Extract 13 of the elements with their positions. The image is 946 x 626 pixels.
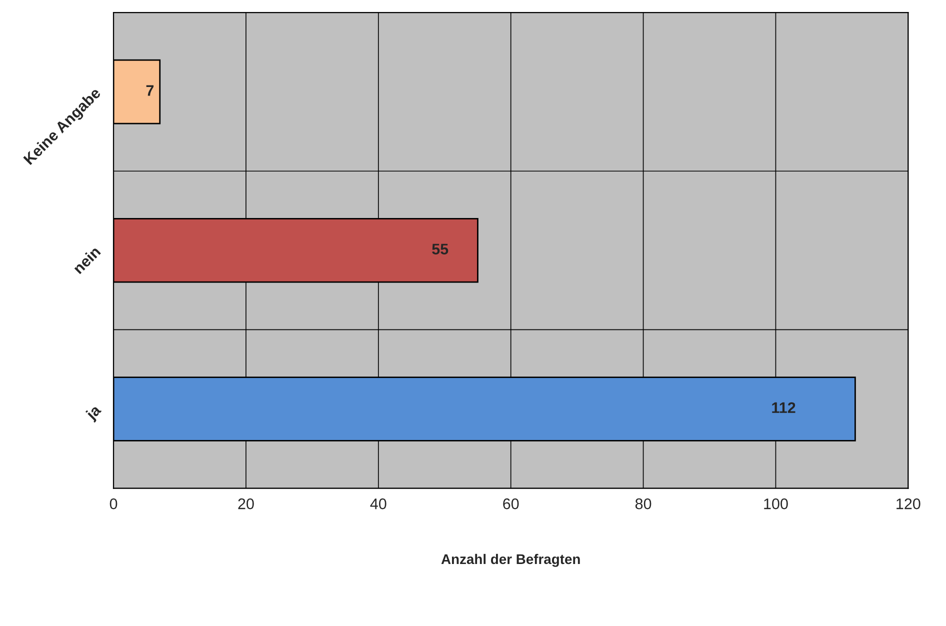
x-tick-label: 40	[370, 498, 386, 510]
y-tick-label: nein	[72, 246, 101, 274]
x-tick-label: 120	[896, 498, 920, 510]
x-axis-title: Anzahl der Befragten	[441, 554, 580, 567]
y-tick-label: ja	[84, 403, 104, 423]
data-label: 112	[772, 402, 796, 413]
x-tick-label: 80	[635, 498, 652, 510]
data-label: 55	[432, 244, 448, 254]
data-label: 7	[146, 85, 154, 96]
x-tick-label: 100	[764, 498, 788, 510]
x-tick-label: 20	[238, 498, 254, 510]
x-tick-label: 0	[110, 498, 118, 510]
x-tick-label: 60	[503, 498, 519, 510]
